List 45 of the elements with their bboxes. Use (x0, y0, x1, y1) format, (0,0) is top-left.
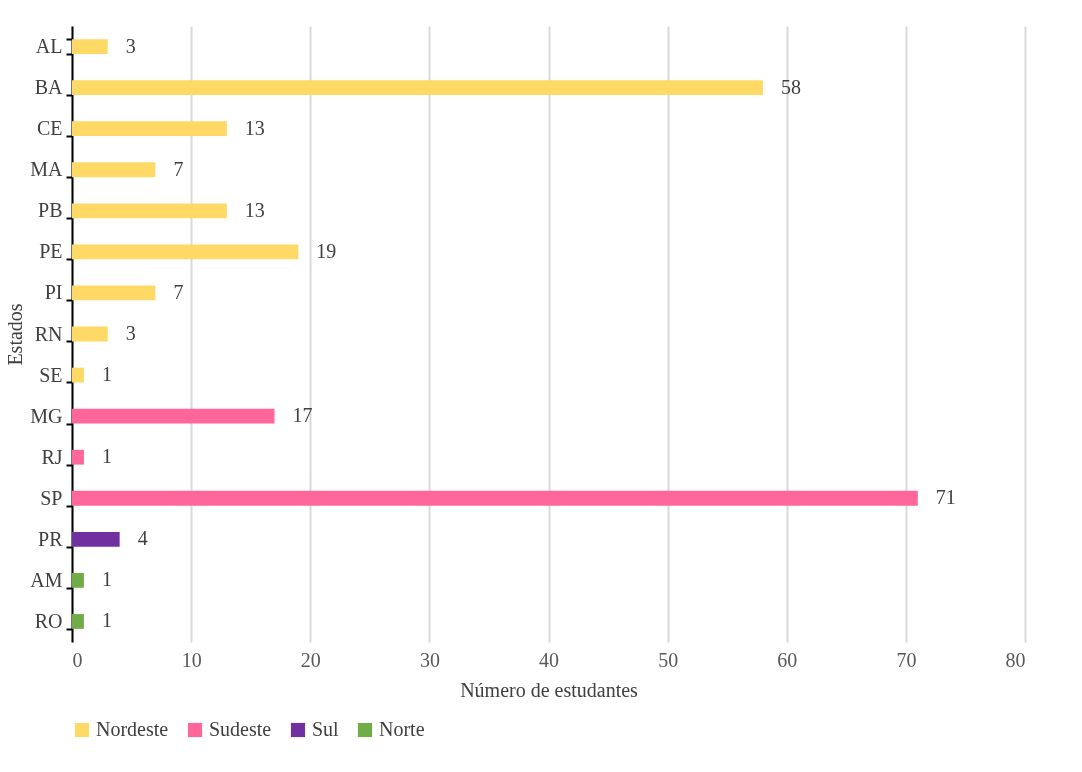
data-label: 58 (780, 75, 801, 98)
y-tick-label: BA (34, 76, 64, 99)
data-label: 1 (101, 609, 112, 632)
y-tick-label: MG (30, 404, 63, 427)
data-label: 1 (101, 363, 112, 386)
y-tick-label: PB (38, 199, 63, 222)
x-tick-label: 50 (658, 648, 679, 671)
x-tick-label: 80 (1005, 648, 1026, 671)
y-tick-label: RN (34, 322, 63, 345)
y-axis-title: Estados (4, 303, 27, 366)
y-tick-label: PI (44, 281, 63, 304)
data-label: 4 (137, 527, 148, 550)
data-label: 1 (101, 445, 112, 468)
data-label: 13 (244, 116, 265, 139)
legend-label: Sul (312, 718, 340, 740)
x-tick-label: 30 (419, 648, 440, 671)
y-tick-label: AM (30, 568, 63, 591)
legend-label: Sudeste (209, 718, 272, 740)
y-tick-label: MA (30, 158, 64, 181)
data-label: 3 (125, 34, 136, 57)
y-tick-label: PE (39, 240, 63, 263)
data-label: 17 (292, 404, 313, 427)
data-label: 13 (244, 198, 265, 221)
data-label: 7 (173, 280, 184, 303)
data-label: 1 (101, 568, 112, 591)
x-tick-label: 70 (896, 648, 917, 671)
x-tick-label: 10 (181, 648, 202, 671)
y-tick-label: PR (38, 527, 64, 550)
y-tick-label: CE (36, 117, 63, 140)
x-tick-label: 20 (300, 648, 321, 671)
data-label: 19 (316, 239, 337, 262)
x-tick-label: 0 (72, 648, 83, 671)
data-label: 7 (173, 157, 184, 180)
y-tick-label: RJ (41, 445, 63, 468)
x-tick-label: 40 (539, 648, 559, 671)
data-label: 3 (125, 322, 136, 344)
y-tick-label: SE (39, 363, 63, 386)
x-axis-title: Número de estudantes (460, 678, 639, 701)
legend-label: Nordeste (96, 718, 169, 740)
y-tick-label: RO (34, 609, 63, 632)
data-label: 71 (935, 486, 956, 509)
y-tick-label: AL (35, 35, 63, 58)
legend-label: Norte (379, 718, 425, 740)
x-tick-label: 60 (777, 648, 798, 671)
y-tick-label: SP (40, 486, 63, 509)
